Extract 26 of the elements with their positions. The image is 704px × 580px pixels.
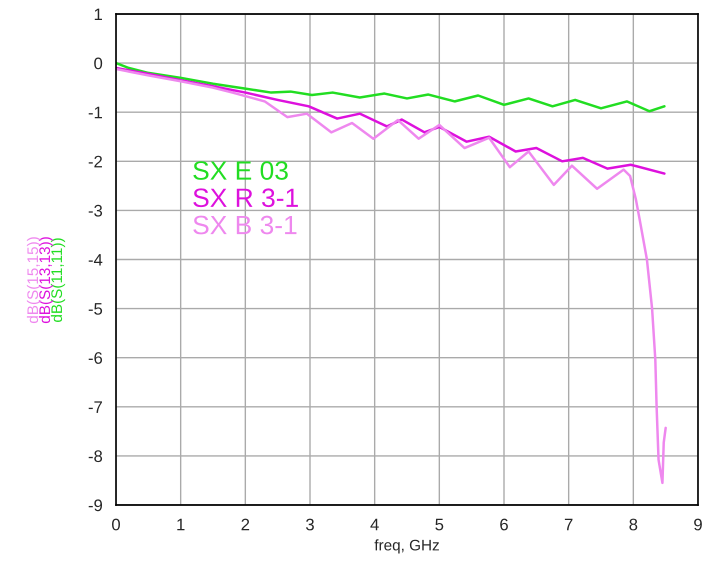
y-tick-label: -8 — [88, 450, 102, 462]
x-tick-label: 9 — [694, 518, 702, 530]
y-tick-label: -7 — [88, 401, 102, 413]
x-axis-title: freq, GHz — [374, 539, 439, 554]
y-tick-label: 0 — [94, 58, 102, 70]
x-tick-label: 2 — [242, 518, 250, 530]
y-tick-label: 1 — [94, 8, 102, 20]
y-tick-label: -9 — [88, 499, 102, 512]
line-series — [116, 68, 667, 484]
x-tick-label: 3 — [306, 518, 314, 530]
x-tick-label: 6 — [500, 518, 508, 530]
y-tick-label: -1 — [88, 106, 102, 118]
x-tick-label: 1 — [177, 518, 184, 530]
x-tick-label: 7 — [564, 518, 572, 530]
x-tick-label: 5 — [435, 518, 444, 530]
y-tick-label: -5 — [88, 303, 102, 315]
x-tick-label: 0 — [112, 518, 120, 530]
line-series — [116, 62, 666, 112]
text: SX E 03 — [193, 161, 288, 180]
x-tick-label: 8 — [629, 518, 638, 530]
y-tick-label: -4 — [88, 254, 102, 266]
x-tick-label: 4 — [370, 518, 379, 530]
text: SX R 3-1 — [193, 188, 298, 208]
y-tick-label: -3 — [88, 204, 102, 217]
y-tick-label: -6 — [88, 352, 102, 364]
y-tick-label: -2 — [88, 156, 102, 168]
